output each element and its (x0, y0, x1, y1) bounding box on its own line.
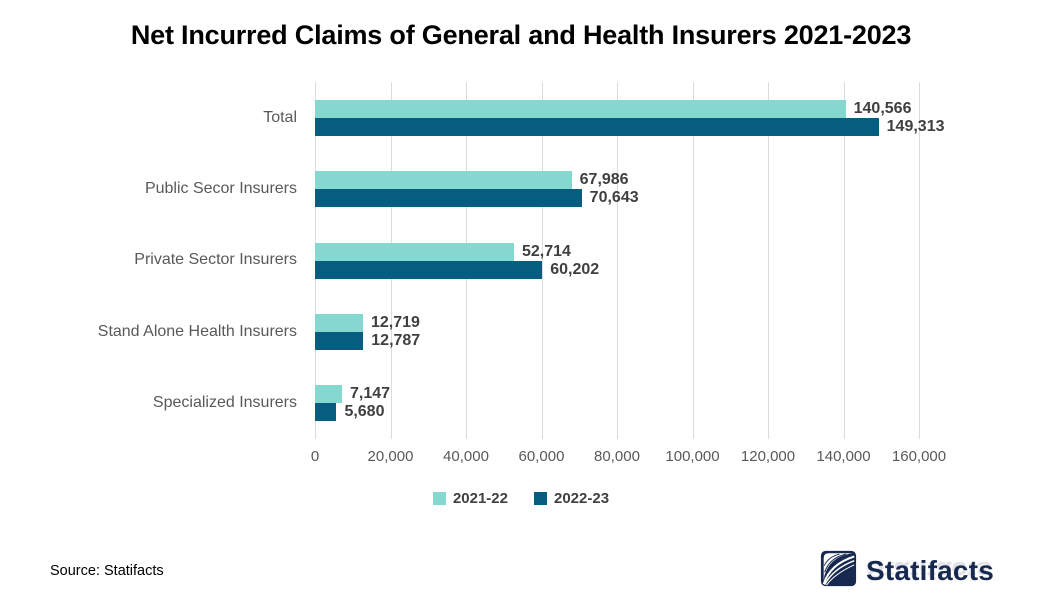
brand-logo: Statifacts Statifacts (820, 550, 994, 592)
source-text: Source: Statifacts (50, 563, 164, 579)
legend-swatch (534, 492, 547, 505)
bar-pair: 67,986 70,643 (315, 171, 639, 208)
bar-2022-23 (315, 189, 582, 208)
bar-pair: 52,714 60,202 (315, 242, 600, 279)
value-label: 5,680 (344, 403, 385, 421)
x-tick-label: 40,000 (443, 448, 489, 465)
x-tick-label: 20,000 (367, 448, 414, 465)
bar-line: 70,643 (315, 189, 639, 208)
category-label: Total (263, 108, 297, 126)
value-label: 140,566 (853, 99, 912, 117)
category-label: Public Secor Insurers (144, 179, 297, 197)
bar-line: 7,147 (315, 385, 391, 404)
gridline (541, 82, 543, 439)
bar-chart: Total 140,566 149,313 Public Secor Insurers… (0, 82, 1042, 470)
bar-line: 12,787 (315, 331, 421, 350)
value-label: 12,719 (371, 313, 420, 331)
x-tick-label: 160,000 (891, 448, 947, 465)
bar-group: Private Sector Insurers 52,714 60,202 (0, 225, 1042, 296)
bar-2022-23 (315, 260, 543, 279)
x-tick-label: 100,000 (665, 448, 720, 465)
value-label: 70,643 (589, 189, 639, 207)
bar-2022-23 (315, 117, 879, 136)
bar-2021-22 (315, 385, 342, 404)
legend-label: 2022-23 (554, 490, 610, 507)
value-label: 67,986 (579, 171, 629, 189)
legend: 2021-22 2022-23 (0, 490, 1042, 507)
gridline (843, 82, 845, 439)
value-label: 149,313 (886, 117, 945, 135)
statifacts-logo-icon (820, 550, 857, 592)
bar-pair: 140,566 149,313 (315, 99, 945, 136)
legend-swatch (432, 492, 446, 505)
value-label: 60,202 (550, 260, 600, 278)
gridline (768, 82, 769, 439)
chart-plot-area: Total 140,566 149,313 Public Secor Insurers… (0, 82, 1042, 439)
x-axis: 0 20,000 40,000 60,000 80,000 100,000 120,000 1… (311, 448, 946, 470)
bar-2021-22 (315, 99, 846, 118)
gridline (617, 82, 618, 439)
legend-label: 2021-22 (452, 490, 508, 507)
x-tick-label: 140,000 (816, 448, 871, 465)
bar-line: 140,566 (315, 99, 945, 118)
x-tick-label: 60,000 (518, 448, 565, 465)
bar-group: Total 140,566 149,313 (0, 82, 1042, 153)
bar-line: 60,202 (315, 260, 600, 279)
bar-pair: 12,719 12,787 (315, 313, 421, 350)
bar-group: Stand Alone Health Insurers 12,719 12,787 (0, 296, 1042, 367)
legend-item-2021-22: 2021-22 (432, 490, 508, 507)
legend-item-2022-23: 2022-23 (534, 490, 609, 507)
bar-line: 67,986 (315, 171, 639, 190)
x-tick-label: 0 (310, 448, 320, 465)
bar-line: 12,719 (315, 313, 420, 332)
bar-2022-23 (315, 331, 364, 350)
category-label: Specialized Insurers (152, 394, 297, 412)
bar-2022-23 (315, 403, 337, 422)
value-label: 7,147 (349, 385, 391, 403)
bar-group: Public Secor Insurers 67,986 70,643 (0, 153, 1042, 224)
bar-line: 149,313 (315, 117, 945, 136)
page-title: Net Incurred Claims of General and Healt… (130, 20, 912, 50)
bar-rows: Total 140,566 149,313 Public Secor Insurers… (0, 82, 1042, 439)
value-label: 52,714 (521, 242, 571, 260)
bar-2021-22 (315, 242, 514, 261)
bar-2021-22 (315, 313, 363, 332)
bar-line: 52,714 (315, 242, 599, 261)
bar-2021-22 (315, 171, 572, 190)
gridline (692, 82, 694, 439)
bar-pair: 7,147 5,680 (315, 385, 391, 422)
value-label: 12,787 (371, 331, 421, 349)
x-tick-label: 120,000 (740, 448, 796, 465)
bar-line: 5,680 (315, 403, 390, 422)
gridline (919, 82, 920, 439)
bar-group: Specialized Insurers 7,147 5,680 (0, 368, 1042, 439)
x-tick-label: 80,000 (594, 448, 640, 465)
footer: Source: Statifacts Statifacts Statifacts (0, 548, 1042, 594)
category-label: Private Sector Insurers (134, 251, 297, 269)
category-label: Stand Alone Health Insurers (97, 322, 297, 340)
brand-name: Statifacts (865, 555, 994, 586)
